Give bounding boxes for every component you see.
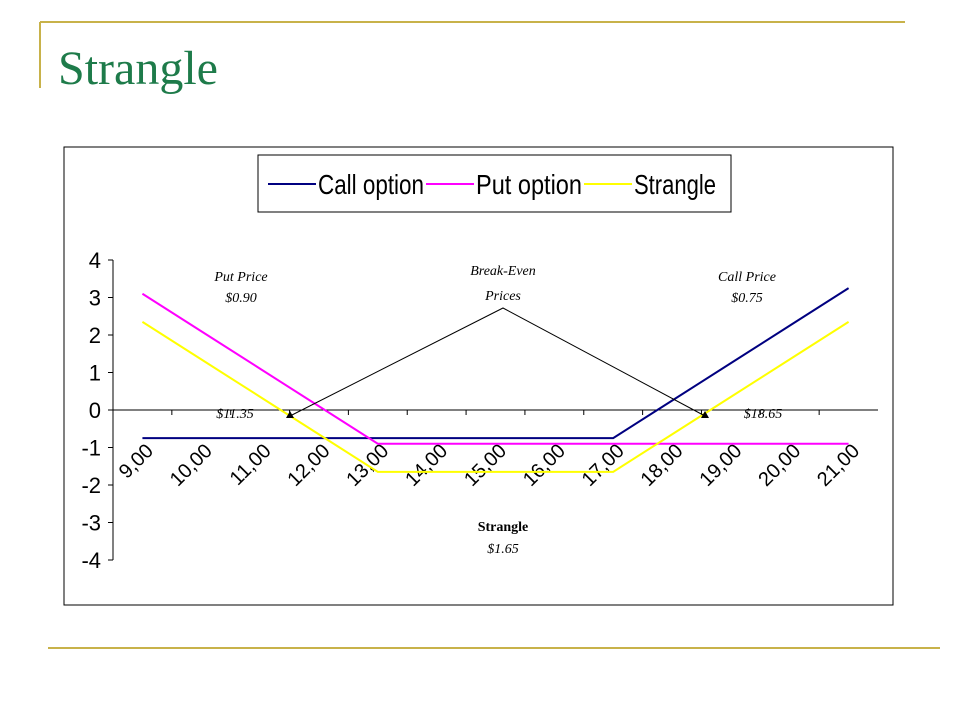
- legend-label: Put option: [476, 169, 582, 200]
- annotation: Break-Even: [470, 264, 536, 279]
- y-tick-label: 4: [89, 248, 101, 273]
- series-line: [142, 287, 850, 440]
- annotation: $0.90: [225, 291, 257, 306]
- annotation: Put Price: [213, 270, 267, 285]
- y-tick-label: -2: [81, 473, 101, 498]
- y-tick-label: 0: [89, 398, 101, 423]
- annotation: $18.65: [744, 407, 783, 422]
- chart-frame: [63, 146, 894, 606]
- y-tick-label: 2: [89, 323, 101, 348]
- legend-label: Call option: [318, 169, 424, 200]
- annotation: $11.35: [216, 407, 253, 422]
- y-tick-label: -1: [81, 436, 101, 461]
- legend-label: Strangle: [634, 169, 716, 200]
- break-even-line: [289, 307, 706, 417]
- series-line: [141, 321, 850, 473]
- annotation: Call Price: [718, 270, 776, 285]
- annotation: $0.75: [731, 291, 763, 306]
- annotation: $1.65: [487, 542, 519, 557]
- annotation: Prices: [484, 289, 521, 304]
- y-tick-label: 3: [89, 286, 101, 311]
- series-line: [141, 292, 849, 445]
- y-tick-label: 1: [89, 361, 101, 386]
- legend: [257, 154, 732, 213]
- annotation: Strangle: [478, 520, 529, 535]
- y-tick-label: -3: [81, 511, 101, 536]
- y-tick-label: -4: [81, 548, 101, 573]
- slide-title: Strangle: [58, 42, 218, 95]
